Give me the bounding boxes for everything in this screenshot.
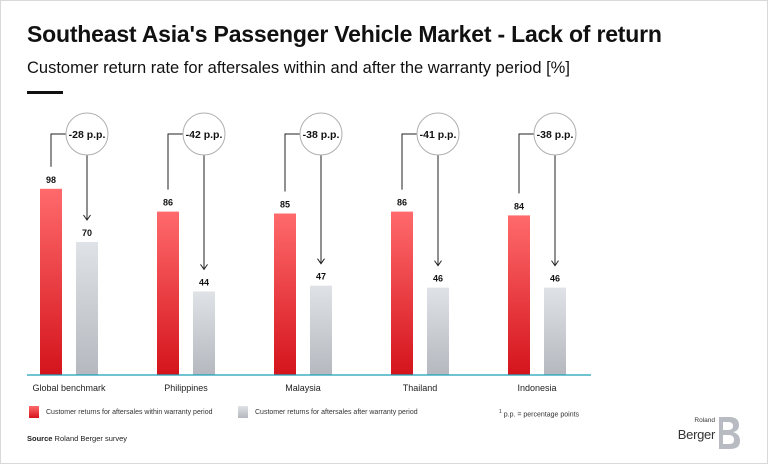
- data-label-within-0: 98: [46, 175, 56, 185]
- arrow-head-1: [200, 264, 208, 271]
- difference-bubble-0: [65, 112, 109, 156]
- logo-line2: Berger: [677, 427, 716, 442]
- data-label-within-2: 85: [280, 200, 290, 210]
- category-label-2: Malaysia: [285, 383, 321, 393]
- connector-line-2: [284, 133, 300, 192]
- arrow-head-2: [317, 258, 325, 265]
- connector-line-3: [401, 133, 417, 190]
- difference-bubble-3: [416, 112, 460, 156]
- connector-line-0: [50, 133, 66, 167]
- source-note: Source Roland Berger survey: [27, 434, 127, 443]
- category-label-3: Thailand: [403, 383, 438, 393]
- bar-after-3: [427, 287, 449, 375]
- legend-swatch-after: [238, 406, 248, 418]
- data-label-after-4: 46: [550, 274, 560, 284]
- arrow-head-0: [83, 214, 91, 221]
- difference-bubble-2: [299, 112, 343, 156]
- bar-chart: 98 70 Global benchmark -28 p.p. 86 44 Philippi…: [27, 112, 591, 393]
- bar-after-4: [544, 287, 566, 375]
- difference-label-1: -42 p.p.: [186, 129, 223, 141]
- data-label-within-3: 86: [397, 198, 407, 208]
- category-label-0: Global benchmark: [32, 383, 106, 393]
- data-label-after-3: 46: [433, 274, 443, 284]
- arrow-head-3: [434, 260, 442, 267]
- footnote-text: p.p. = percentage points: [501, 411, 580, 419]
- bar-within-4: [508, 215, 530, 375]
- chart-title: Southeast Asia's Passenger Vehicle Marke…: [27, 21, 662, 47]
- data-label-after-1: 44: [199, 277, 209, 287]
- category-label-4: Indonesia: [517, 383, 556, 393]
- connector-line-4: [518, 133, 534, 194]
- legend-label-after: Customer returns for aftersales after wa…: [255, 409, 418, 416]
- footnote: 1 p.p. = percentage points: [499, 409, 579, 418]
- chart-subtitle: Customer return rate for aftersales with…: [27, 59, 570, 77]
- difference-bubble-4: [533, 112, 577, 156]
- logo-line1: Roland: [694, 417, 715, 424]
- category-label-1: Philippines: [164, 383, 208, 393]
- difference-label-4: -38 p.p.: [537, 129, 574, 141]
- bar-after-0: [76, 242, 98, 375]
- difference-label-2: -38 p.p.: [303, 129, 340, 141]
- legend-swatch-within: [29, 406, 39, 418]
- bar-within-2: [274, 213, 296, 375]
- difference-bubble-1: [182, 112, 226, 156]
- bar-within-1: [157, 211, 179, 375]
- roland-berger-logo: Roland Berger: [673, 415, 743, 451]
- data-label-within-4: 84: [514, 201, 524, 211]
- source-label: Source: [27, 434, 53, 443]
- bar-within-0: [40, 188, 62, 375]
- bar-after-1: [193, 291, 215, 375]
- difference-label-3: -41 p.p.: [420, 129, 457, 141]
- difference-label-0: -28 p.p.: [69, 129, 106, 141]
- arrow-head-4: [551, 260, 559, 267]
- title-rule: [27, 91, 63, 94]
- connector-line-1: [167, 133, 183, 190]
- data-label-within-1: 86: [163, 198, 173, 208]
- bar-within-3: [391, 211, 413, 375]
- source-text: Roland Berger survey: [52, 434, 128, 443]
- footnote-marker: 1: [499, 409, 502, 415]
- logo-b-icon: [719, 417, 740, 449]
- data-label-after-2: 47: [316, 272, 326, 282]
- data-label-after-0: 70: [82, 228, 92, 238]
- bar-after-2: [310, 285, 332, 375]
- legend-label-within: Customer returns for aftersales within w…: [46, 409, 213, 416]
